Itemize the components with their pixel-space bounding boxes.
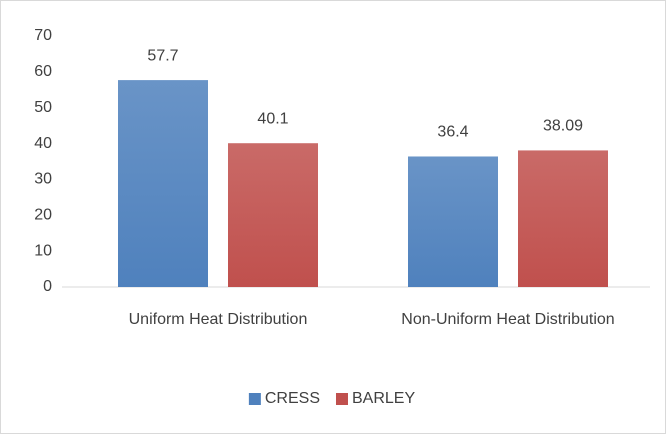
x-tick-label: Non-Uniform Heat Distribution <box>401 311 615 328</box>
data-label: 40.1 <box>257 110 288 127</box>
bar <box>518 150 608 287</box>
bar <box>118 80 208 288</box>
legend-label: CRESS <box>265 390 320 407</box>
legend-label: BARLEY <box>352 390 415 407</box>
y-tick-label: 30 <box>34 171 52 188</box>
y-tick-label: 50 <box>34 99 52 116</box>
legend-swatch <box>335 393 348 405</box>
x-tick-label: Uniform Heat Distribution <box>128 311 308 328</box>
bar <box>408 156 498 287</box>
y-tick-label: 70 <box>34 27 52 44</box>
legend-swatch <box>248 393 261 405</box>
y-tick-label: 60 <box>34 63 52 80</box>
y-tick-label: 20 <box>34 207 52 224</box>
data-label: 38.09 <box>543 118 583 135</box>
data-label: 36.4 <box>437 124 468 141</box>
y-tick-label: 0 <box>43 278 52 295</box>
data-label: 57.7 <box>147 47 178 64</box>
y-tick-label: 40 <box>34 135 52 152</box>
bar <box>228 143 318 287</box>
y-tick-label: 10 <box>34 242 52 259</box>
